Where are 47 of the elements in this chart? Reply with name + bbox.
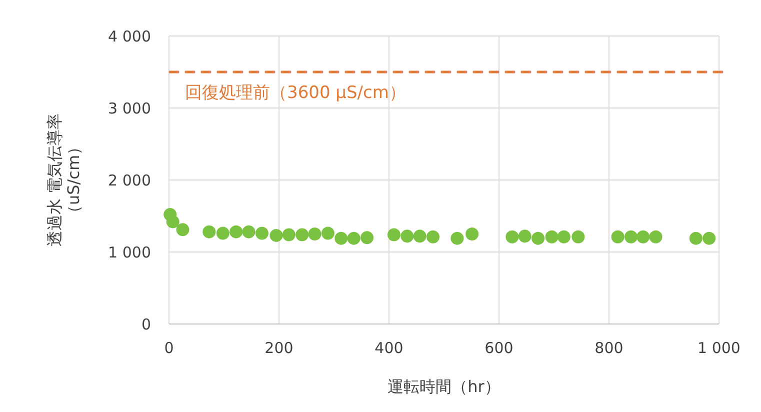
point xyxy=(689,232,702,245)
point xyxy=(176,223,190,236)
point xyxy=(545,230,558,244)
point xyxy=(450,232,464,245)
point xyxy=(413,230,426,243)
point xyxy=(230,225,243,238)
y-tick-label: 3 000 xyxy=(108,99,151,118)
x-tick-label: 400 xyxy=(374,339,404,357)
point xyxy=(166,215,180,228)
point xyxy=(270,228,283,242)
point xyxy=(426,230,440,244)
point xyxy=(466,228,479,240)
x-tick-label: 200 xyxy=(264,339,294,357)
point xyxy=(360,231,374,244)
y-tick-label: 0 xyxy=(141,315,151,334)
ref-line-label: 回復処理前（3600 μS/cm） xyxy=(185,83,406,103)
x-tick-label: 1 000 xyxy=(698,339,740,357)
point xyxy=(506,230,519,244)
y-tick-label: 4 000 xyxy=(108,27,151,46)
point xyxy=(532,232,545,245)
y-axis-title: 透過水 電気伝導率（uS/cm） xyxy=(45,113,83,247)
point xyxy=(624,230,638,244)
point xyxy=(308,228,322,240)
point xyxy=(255,226,268,240)
point xyxy=(216,226,230,240)
x-tick-label: 0 xyxy=(164,339,174,357)
point xyxy=(321,226,334,240)
point xyxy=(202,225,216,238)
point xyxy=(636,230,650,244)
y-tick-label: 2 000 xyxy=(108,171,151,190)
point xyxy=(242,225,256,238)
point xyxy=(518,230,532,243)
point xyxy=(282,228,296,242)
y-tick-label: 1 000 xyxy=(108,243,151,262)
point xyxy=(400,230,414,243)
point xyxy=(649,230,662,244)
point xyxy=(572,230,585,244)
x-tick-label: 800 xyxy=(594,339,624,357)
point xyxy=(334,232,348,245)
point xyxy=(611,230,624,244)
point xyxy=(347,232,360,245)
x-tick-label: 600 xyxy=(484,339,514,357)
point xyxy=(296,228,309,242)
x-axis-title: 運転時間（hr） xyxy=(388,377,500,396)
point xyxy=(387,228,400,242)
point xyxy=(702,232,716,245)
point xyxy=(557,230,570,244)
